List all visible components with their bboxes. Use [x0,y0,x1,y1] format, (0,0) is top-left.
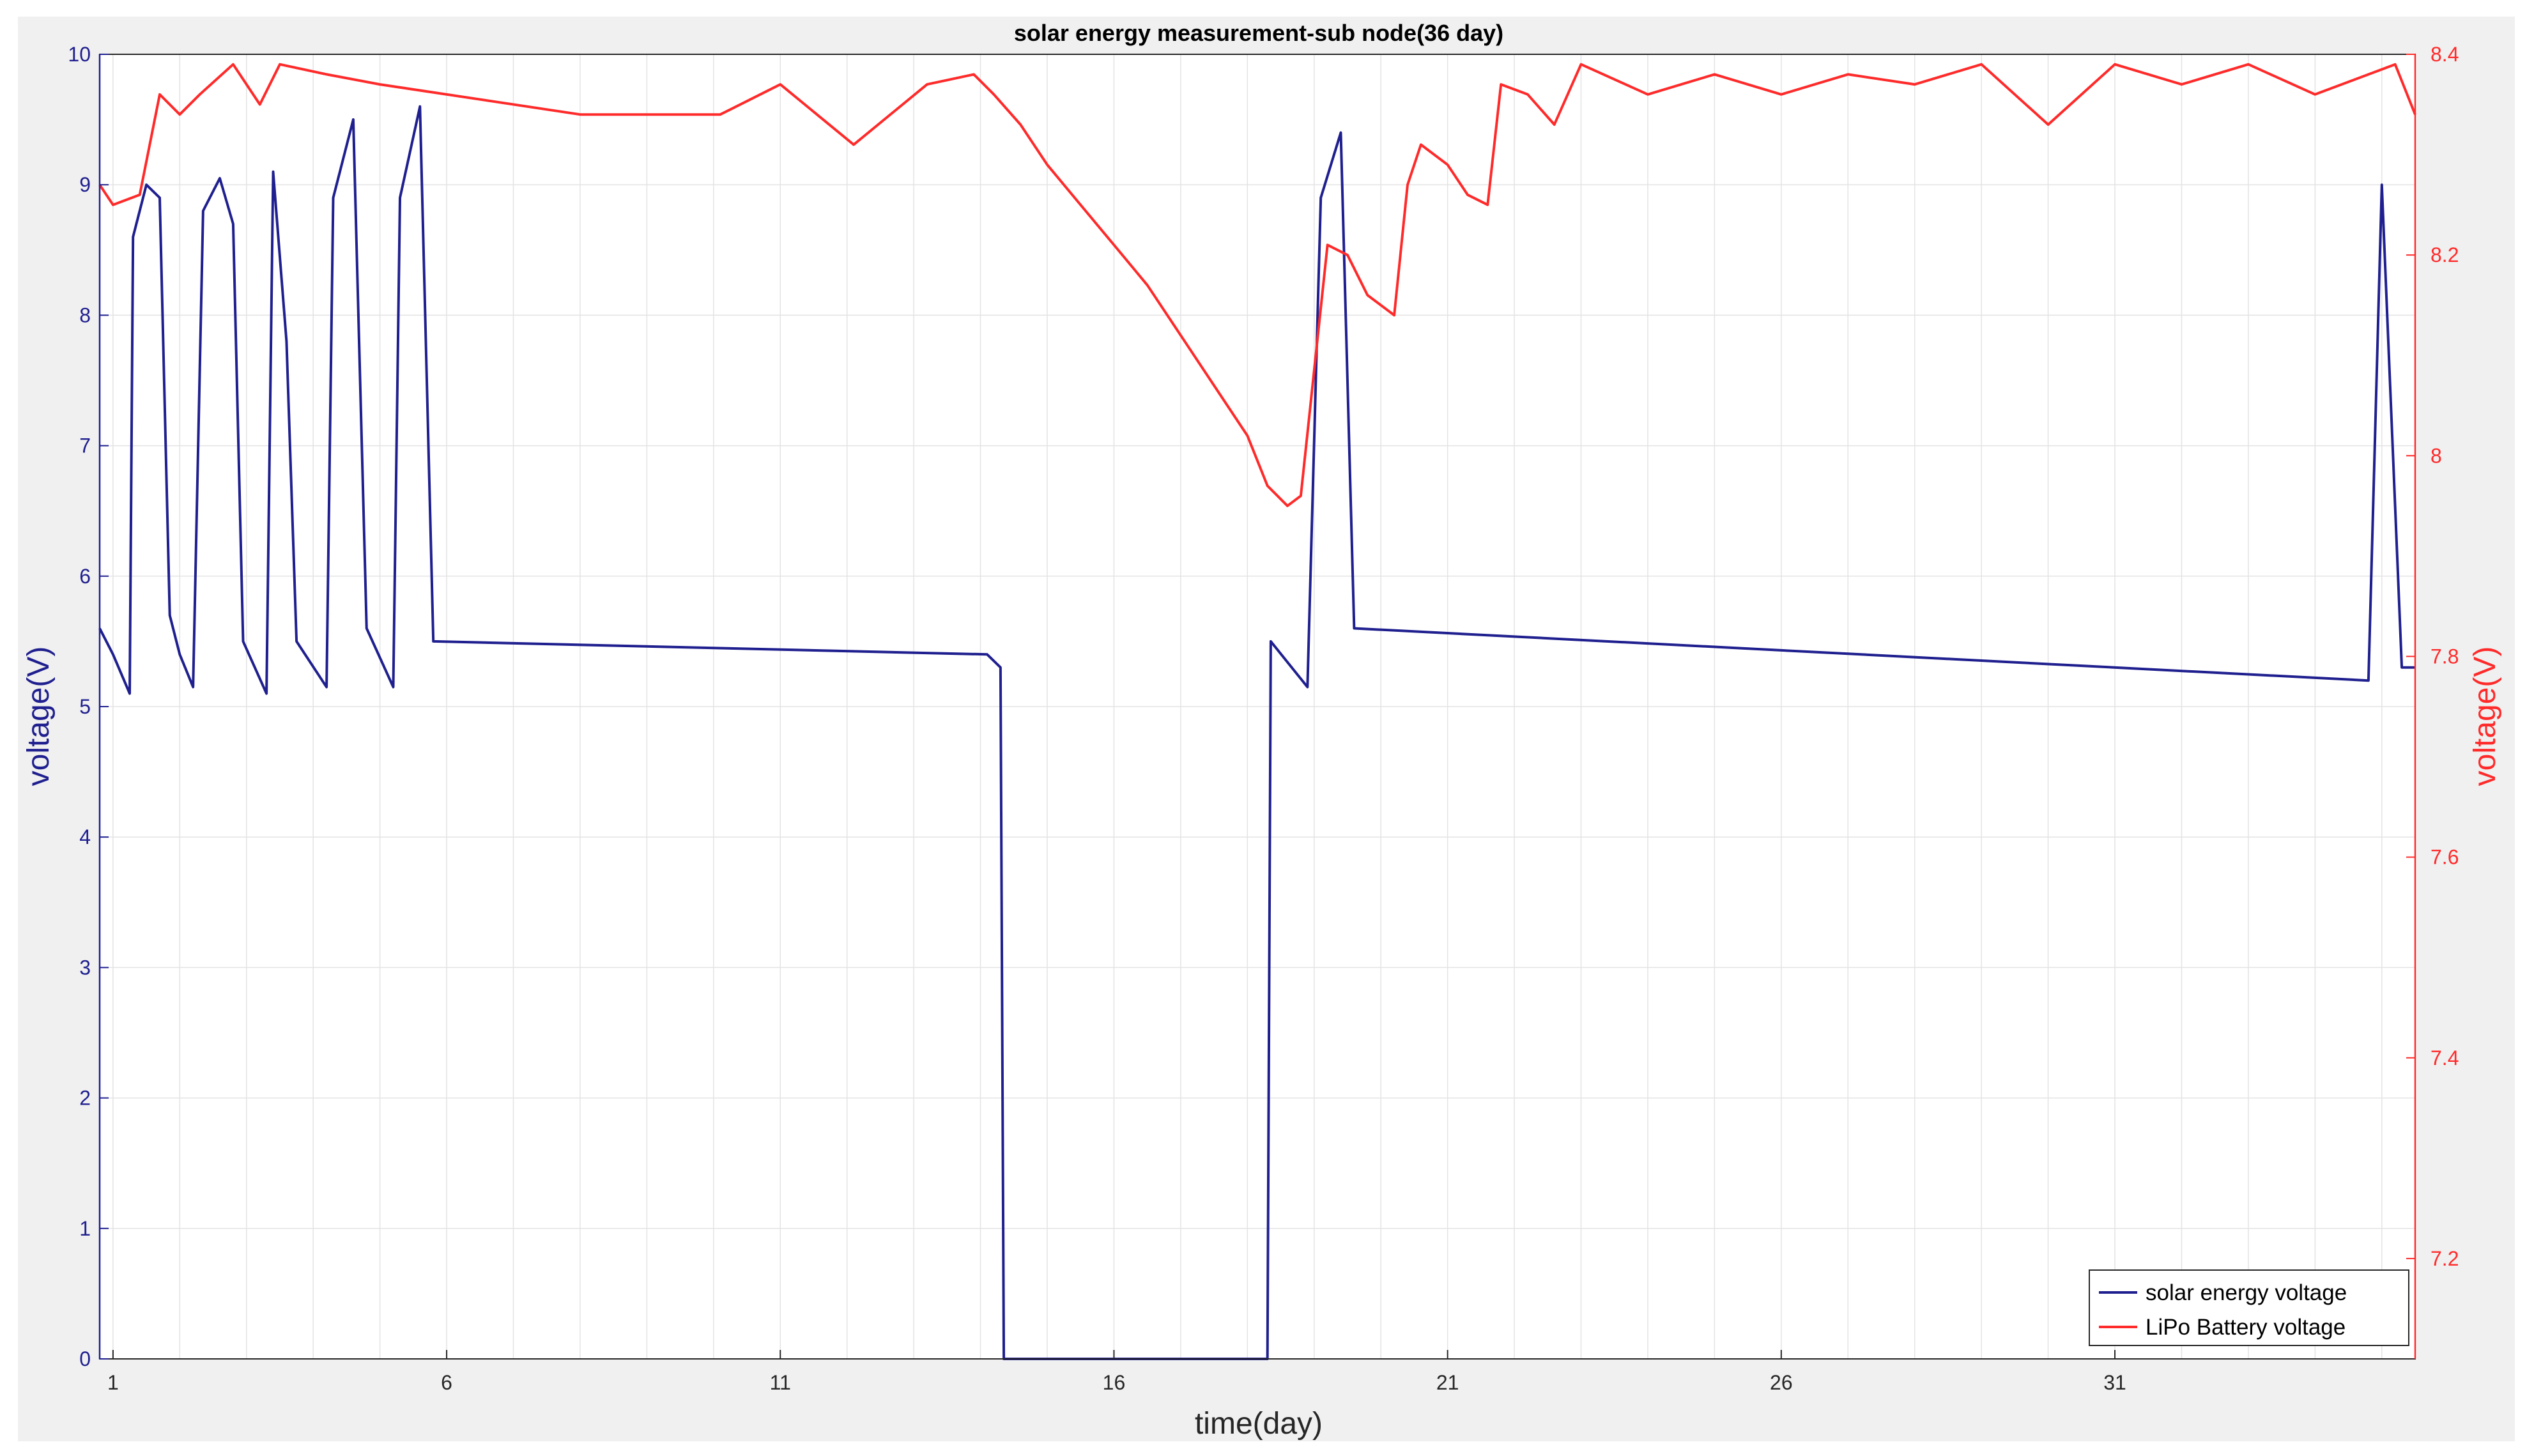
x-tick-label: 6 [441,1371,452,1394]
y-tick-label-left: 0 [79,1347,91,1370]
legend-label-solar: solar energy voltage [2146,1280,2347,1305]
x-tick-label: 16 [1103,1371,1126,1394]
y-tick-label-left: 8 [79,303,91,326]
x-tick-label: 31 [2103,1371,2126,1394]
y-axis-label-left: voltage(V) [22,647,56,786]
y-tick-label-right: 7.4 [2430,1046,2459,1069]
y-tick-label-left: 10 [68,43,91,66]
x-tick-label: 1 [107,1371,119,1394]
y-tick-label-right: 8.4 [2430,43,2459,66]
y-tick-label-left: 6 [79,565,91,588]
y-tick-label-right: 7.8 [2430,645,2459,668]
x-tick-label: 26 [1770,1371,1793,1394]
x-tick-label: 11 [770,1371,791,1394]
y-tick-label-left: 2 [79,1087,91,1110]
y-tick-label-left: 9 [79,173,91,196]
y-tick-label-right: 8 [2430,444,2442,467]
series-line-battery [98,63,2416,507]
y-tick-label-left: 1 [79,1217,91,1240]
x-axis-label: time(day) [1195,1407,1323,1441]
y-tick-label-left: 5 [79,695,91,718]
y-axis-label-right: voltage(V) [2468,647,2502,786]
chart-title: solar energy measurement-sub node(36 day… [1014,20,1503,46]
legend-box [2089,1269,2409,1346]
y-tick-label-left: 4 [79,825,91,848]
y-tick-label-right: 8.2 [2430,243,2459,266]
y-tick-label-left: 7 [79,434,91,457]
series-layer [98,63,2416,1360]
y-tick-label-right: 7.2 [2430,1247,2459,1270]
series-line-solar [98,105,2415,1360]
legend-label-battery: LiPo Battery voltage [2146,1315,2346,1340]
y-tick-label-right: 7.6 [2430,846,2459,869]
x-tick-label: 21 [1436,1371,1459,1394]
legend: solar energy voltage LiPo Battery voltag… [2089,1269,2409,1346]
y-tick-label-left: 3 [79,956,91,979]
grid [100,54,2415,1360]
